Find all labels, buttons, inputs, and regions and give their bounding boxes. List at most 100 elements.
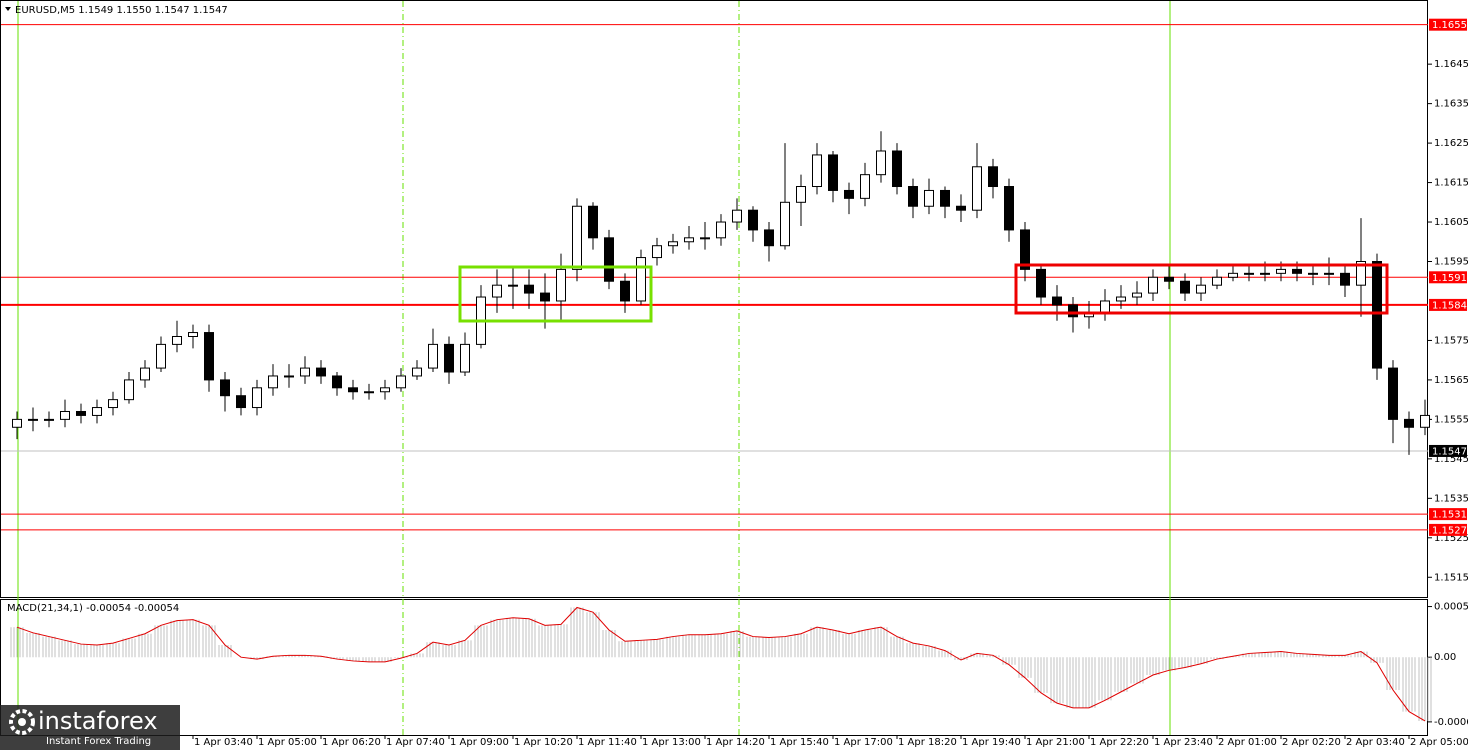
candle-body — [988, 166, 998, 188]
x-tick-label: 1 Apr 13:00 — [642, 737, 701, 748]
x-tick-label: 2 Apr 01:00 — [1218, 737, 1277, 748]
candle-body — [572, 205, 582, 270]
y-tick-label: 1.1515 — [1434, 572, 1468, 583]
candle-body — [524, 284, 534, 294]
range-box — [1014, 263, 1389, 315]
candle-body — [12, 418, 22, 428]
level-label-box — [1429, 18, 1467, 31]
candle-body — [108, 399, 118, 409]
candle-body — [348, 387, 358, 393]
candle-body — [700, 237, 710, 240]
candle-body — [1244, 272, 1254, 275]
y-tick-label: 1.1615 — [1434, 178, 1468, 189]
candle-body — [268, 375, 278, 389]
level-label-box — [1429, 271, 1467, 284]
x-tick-label: 2 Apr 05:00 — [1410, 737, 1468, 748]
y-tick-label: 1.1595 — [1434, 257, 1468, 268]
x-tick-label: 1 Apr 22:20 — [1090, 737, 1149, 748]
candle-body — [140, 367, 150, 381]
y-tick-label: 1.1565 — [1434, 375, 1468, 386]
candle-body — [956, 205, 966, 211]
candle-body — [332, 375, 342, 389]
y-tick-label: 1.1575 — [1434, 335, 1468, 346]
candle-body — [316, 367, 326, 377]
candle-body — [460, 343, 470, 373]
candle-body — [236, 395, 246, 409]
candle-body — [396, 375, 406, 389]
candle-body — [764, 229, 774, 247]
candle-body — [1132, 292, 1142, 298]
candle-body — [220, 379, 230, 397]
candle-body — [828, 154, 838, 191]
y-tick-label: 0.00054 — [1434, 602, 1468, 613]
candle-body — [284, 375, 294, 378]
candle-body — [1116, 296, 1126, 302]
candle-body — [652, 245, 662, 259]
candle-body — [940, 189, 950, 207]
y-tick-label: 1.1555 — [1434, 414, 1468, 425]
level-label: 1.1527 — [1432, 525, 1467, 536]
candle-body — [1356, 261, 1366, 286]
x-tick-label: 1 Apr 03:40 — [194, 737, 253, 748]
level-label-box — [1429, 298, 1467, 311]
candle-body — [1068, 304, 1078, 318]
candle-body — [540, 292, 550, 302]
x-tick-label: 1 Apr 18:20 — [898, 737, 957, 748]
level-label: 1.1655 — [1432, 20, 1467, 31]
candle-body — [364, 391, 374, 394]
watermark-logo — [9, 709, 35, 735]
level-label: 1.1591 — [1432, 273, 1467, 284]
level-label-box — [1429, 523, 1467, 536]
candle-body — [444, 343, 454, 373]
y-tick-label: 1.1625 — [1434, 138, 1468, 149]
x-tick-label: 1 Apr 06:20 — [322, 737, 381, 748]
x-tick-label: 1 Apr 09:00 — [450, 737, 509, 748]
candle-body — [1260, 272, 1270, 275]
candle-body — [204, 332, 214, 381]
candle-body — [620, 280, 630, 302]
candle-body — [1052, 296, 1062, 306]
candle-body — [1308, 272, 1318, 275]
x-tick-label: 1 Apr 15:40 — [770, 737, 829, 748]
candle-body — [844, 189, 854, 199]
candle-body — [668, 241, 678, 247]
candle-body — [188, 332, 198, 337]
y-tick-label: 0.00 — [1434, 652, 1456, 663]
candle-body — [252, 387, 262, 409]
candle-body — [876, 150, 886, 176]
candle-body — [1404, 418, 1414, 428]
x-tick-label: 2 Apr 02:20 — [1282, 737, 1341, 748]
candle-body — [156, 343, 166, 369]
x-tick-label: 1 Apr 23:40 — [1154, 737, 1213, 748]
candle-body — [588, 205, 598, 239]
candle-body — [1100, 300, 1110, 314]
candle-body — [972, 166, 982, 211]
price-panel — [0, 0, 1428, 598]
candle-body — [908, 186, 918, 207]
candle-body — [1340, 272, 1350, 286]
current-price-box — [1429, 444, 1467, 457]
y-tick-label: 1.1535 — [1434, 493, 1468, 504]
y-tick-label: 1.1605 — [1434, 217, 1468, 228]
x-tick-label: 1 Apr 21:00 — [1026, 737, 1085, 748]
candle-body — [172, 335, 182, 345]
x-tick-label: 1 Apr 19:40 — [962, 737, 1021, 748]
candle-body — [748, 209, 758, 231]
x-tick-label: 1 Apr 17:00 — [834, 737, 893, 748]
y-tick-label: 1.1525 — [1434, 533, 1468, 544]
menu-arrow[interactable] — [5, 7, 11, 11]
candle-body — [1148, 276, 1158, 294]
level-label: 1.1584 — [1432, 300, 1467, 311]
candle-body — [796, 186, 806, 203]
candle-body — [1420, 414, 1430, 428]
candle-body — [76, 410, 86, 416]
watermark-logo — [18, 718, 26, 726]
candle-body — [860, 174, 870, 199]
candle-body — [924, 189, 934, 207]
symbol-info: EURUSD,M5 1.1549 1.1550 1.1547 1.1547 — [15, 5, 228, 16]
x-tick-label: 2 Apr 03:40 — [1346, 737, 1405, 748]
candle-body — [716, 221, 726, 239]
candle-body — [636, 257, 646, 302]
